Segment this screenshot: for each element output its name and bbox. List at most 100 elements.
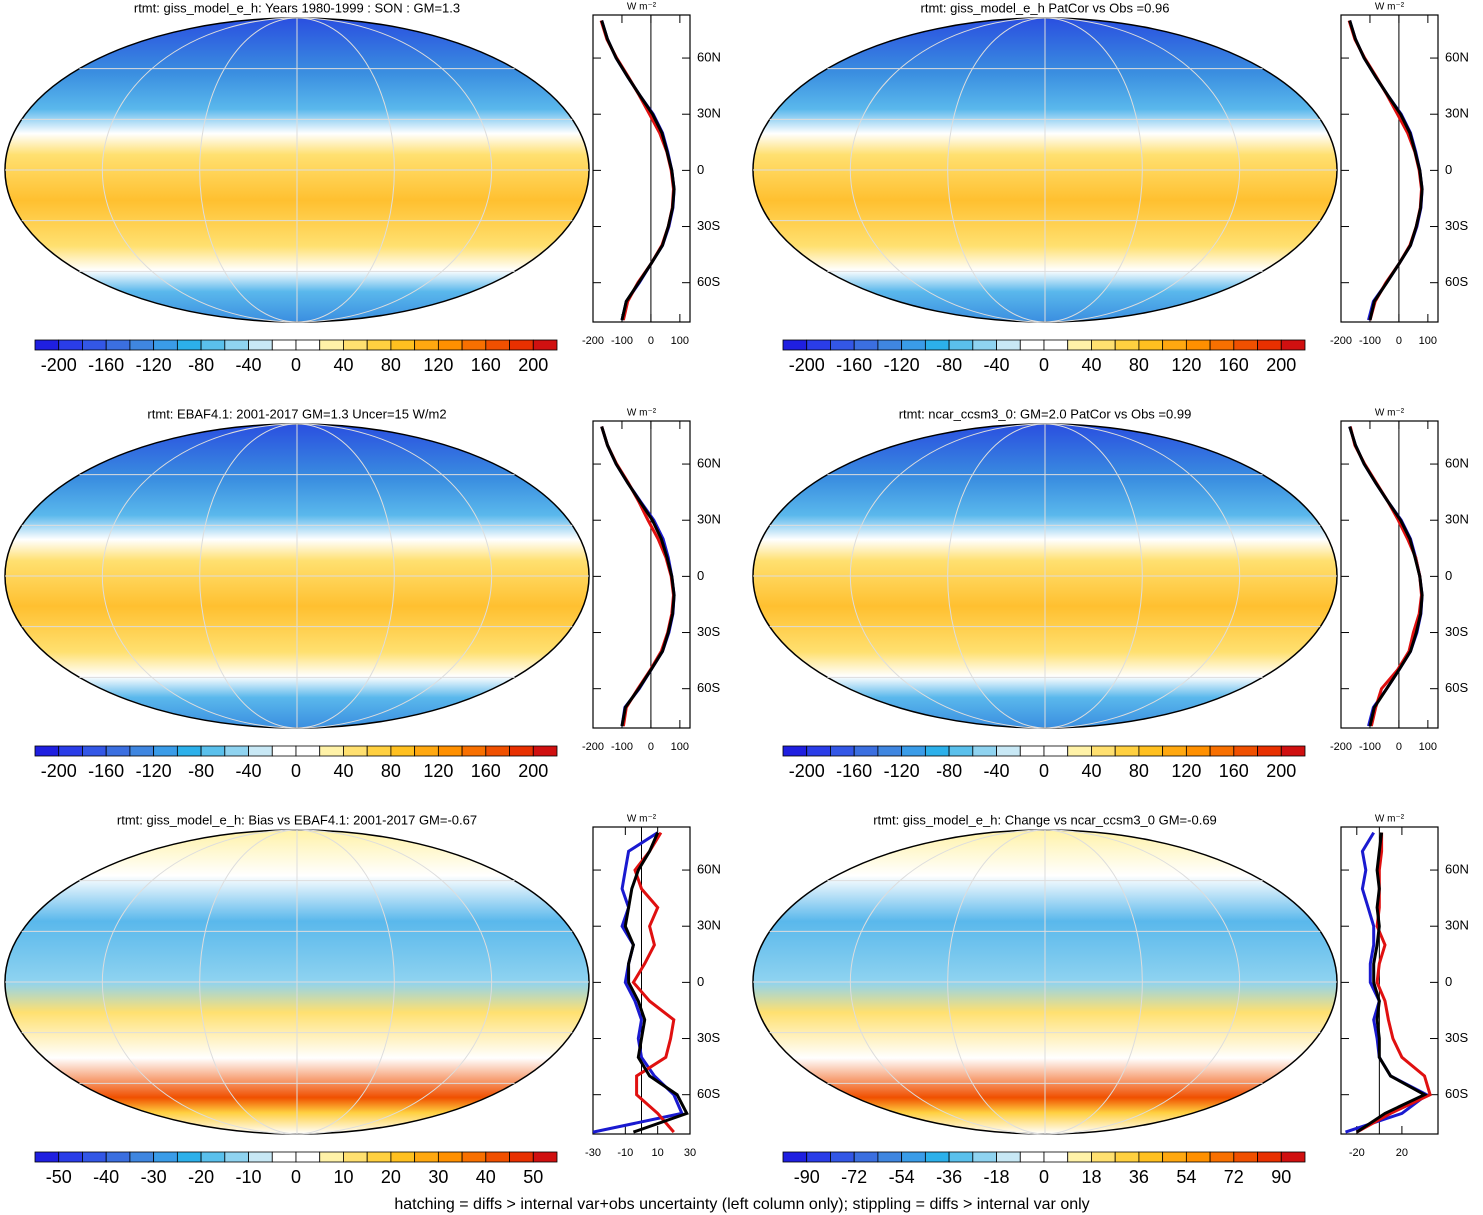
- colorbar-tick-label: 40: [333, 355, 353, 375]
- colorbar-tick-label: 80: [1129, 355, 1149, 375]
- colorbar-swatch: [34, 1151, 60, 1163]
- colorbar-tick-label: 50: [523, 1167, 543, 1187]
- colorbar-tick-label: -80: [188, 355, 214, 375]
- colorbar-swatch: [343, 339, 368, 351]
- x-tick-label: -10: [617, 1147, 633, 1159]
- colorbar-tick-label: 200: [518, 355, 548, 375]
- colorbar-swatch: [972, 339, 997, 351]
- profile-line: [1348, 426, 1424, 727]
- colorbar-tick-label: -50: [46, 1167, 72, 1187]
- colorbar-swatch: [105, 339, 131, 351]
- colorbar-swatch: [414, 745, 439, 757]
- y-tick-label: 30S: [697, 1030, 720, 1045]
- x-axis-label: W m⁻²: [1375, 814, 1405, 825]
- colorbar-swatch: [485, 1151, 510, 1163]
- y-tick-label: 60S: [697, 1086, 720, 1101]
- colorbar-swatch: [319, 339, 344, 351]
- colorbar-swatch: [437, 1151, 463, 1163]
- colorbar-tick-label: 160: [471, 761, 501, 781]
- colorbar-swatch: [153, 745, 178, 757]
- colorbar-swatch: [271, 745, 297, 757]
- x-tick-label: 30: [684, 1147, 696, 1159]
- x-tick-label: 10: [652, 1147, 664, 1159]
- colorbar-tick-label: -36: [936, 1167, 962, 1187]
- x-tick-label: 100: [1419, 741, 1437, 753]
- colorbar-tick-label: 200: [1266, 761, 1296, 781]
- colorbar-swatch: [509, 1151, 534, 1163]
- colorbar-swatch: [877, 1151, 903, 1163]
- colorbar-swatch: [248, 339, 273, 351]
- colorbar-swatch: [1162, 1151, 1187, 1163]
- colorbar-tick-label: -72: [841, 1167, 867, 1187]
- colorbar-swatch: [830, 1151, 855, 1163]
- x-axis-label: W m⁻²: [1375, 2, 1405, 13]
- colorbar-swatch: [1185, 1151, 1211, 1163]
- colorbar-swatch: [153, 1151, 178, 1163]
- y-tick-label: 60S: [697, 680, 720, 695]
- y-tick-label: 30S: [697, 218, 720, 233]
- colorbar-swatch: [34, 339, 60, 351]
- y-tick-label: 30S: [1445, 218, 1468, 233]
- colorbar-swatch: [996, 745, 1021, 757]
- y-tick-label: 60S: [697, 274, 720, 289]
- colorbar-swatch: [414, 1151, 439, 1163]
- colorbar-swatch: [1114, 339, 1140, 351]
- colorbar-swatch: [1162, 745, 1187, 757]
- y-tick-label: 60N: [697, 49, 721, 64]
- y-tick-label: 60S: [1445, 680, 1468, 695]
- colorbar-swatch: [1257, 339, 1282, 351]
- colorbar-tick-label: 0: [291, 355, 301, 375]
- colorbar-tick-label: 200: [518, 761, 548, 781]
- x-tick-label: -100: [1359, 335, 1381, 347]
- colorbar-swatch: [390, 1151, 416, 1163]
- colorbar-swatch: [34, 745, 60, 757]
- colorbar-tick-label: 160: [1219, 355, 1249, 375]
- y-tick-label: 60N: [1445, 861, 1469, 876]
- colorbar-tick-label: -40: [236, 761, 262, 781]
- x-tick-label: 0: [1396, 335, 1402, 347]
- y-tick-label: 0: [1445, 162, 1452, 177]
- colorbar-swatch: [1185, 745, 1211, 757]
- colorbar-swatch: [1209, 339, 1235, 351]
- colorbar-tick-label: -40: [93, 1167, 119, 1187]
- colorbar-tick-label: -120: [136, 761, 172, 781]
- colorbar-swatch: [972, 745, 997, 757]
- colorbar-swatch: [532, 1151, 558, 1163]
- colorbar-swatch: [1067, 339, 1092, 351]
- colorbar-swatch: [1091, 1151, 1116, 1163]
- colorbar-swatch: [877, 339, 903, 351]
- colorbar-swatch: [224, 745, 249, 757]
- colorbar-swatch: [485, 339, 510, 351]
- colorbar-swatch: [105, 1151, 131, 1163]
- colorbar-tick-label: 0: [1039, 1167, 1049, 1187]
- profile-line: [1348, 20, 1424, 321]
- colorbar-swatch: [924, 1151, 950, 1163]
- y-tick-label: 30N: [1445, 512, 1469, 527]
- colorbar-tick-label: -80: [936, 761, 962, 781]
- colorbar-swatch: [948, 339, 974, 351]
- colorbar-swatch: [82, 339, 107, 351]
- colorbar-tick-label: 18: [1081, 1167, 1101, 1187]
- colorbar-tick-label: -90: [794, 1167, 820, 1187]
- colorbar-swatch: [319, 745, 344, 757]
- y-tick-label: 30N: [697, 106, 721, 121]
- colorbar-tick-label: -80: [188, 761, 214, 781]
- colorbar-tick-label: -200: [789, 355, 825, 375]
- colorbar-swatch: [105, 745, 131, 757]
- colorbar-tick-label: -120: [884, 355, 920, 375]
- colorbar-swatch: [200, 1151, 226, 1163]
- colorbar-swatch: [271, 1151, 297, 1163]
- colorbar-tick-label: 120: [423, 761, 453, 781]
- y-tick-label: 0: [1445, 974, 1452, 989]
- colorbar-swatch: [461, 339, 487, 351]
- colorbar-swatch: [1067, 745, 1092, 757]
- colorbar-tick-label: -40: [984, 761, 1010, 781]
- colorbar-swatch: [1162, 339, 1187, 351]
- colorbar-swatch: [901, 1151, 926, 1163]
- profile-line: [600, 20, 676, 321]
- y-tick-label: 30N: [697, 918, 721, 933]
- colorbar-swatch: [1257, 745, 1282, 757]
- colorbar-tick-label: 36: [1129, 1167, 1149, 1187]
- colorbar-tick-label: -160: [836, 761, 872, 781]
